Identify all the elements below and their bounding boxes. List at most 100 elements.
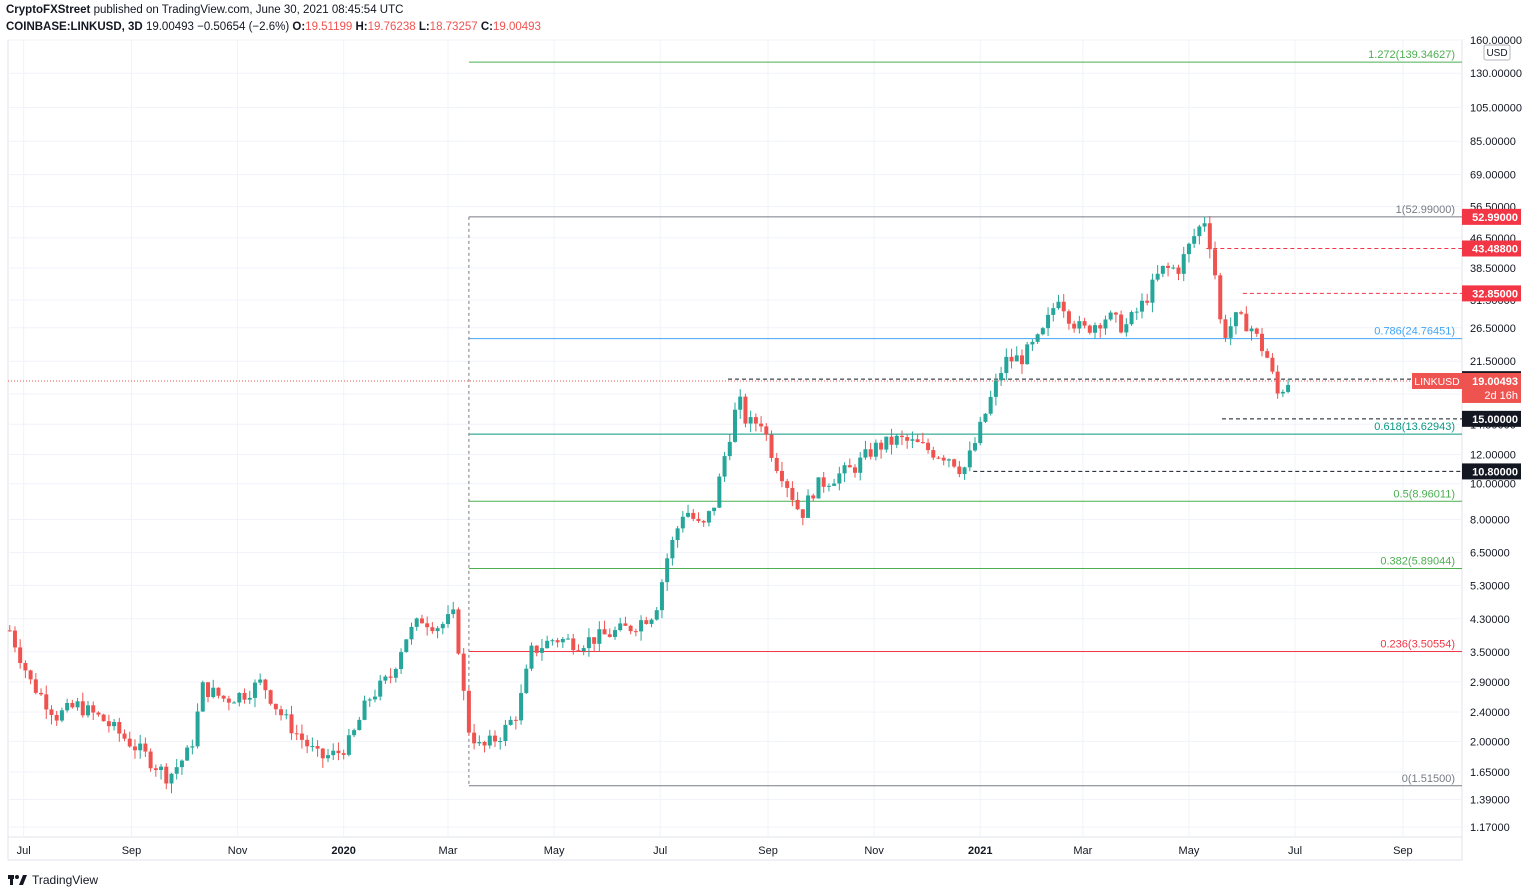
candle-down[interactable] [1087,325,1092,333]
candle-down[interactable] [1275,371,1280,394]
candle-up[interactable] [717,476,722,508]
candle-up[interactable] [65,702,70,711]
candle-down[interactable] [305,739,310,747]
candle-up[interactable] [498,740,503,742]
candle-down[interactable] [492,735,497,742]
candle-up[interactable] [247,697,252,700]
candle-down[interactable] [868,449,873,457]
candle-up[interactable] [446,614,451,625]
candle-down[interactable] [96,712,101,715]
candle-down[interactable] [132,746,137,751]
candle-up[interactable] [581,648,586,652]
candle-down[interactable] [226,698,231,703]
candle-down[interactable] [821,477,826,487]
candle-up[interactable] [1077,321,1082,329]
candle-up[interactable] [75,701,80,708]
candle-up[interactable] [806,495,811,518]
candle-down[interactable] [853,467,858,473]
candle-down[interactable] [122,733,127,739]
candle-up[interactable] [1108,312,1113,320]
candle-down[interactable] [315,746,320,749]
candle-up[interactable] [873,442,878,457]
candle-down[interactable] [571,638,576,651]
candle-up[interactable] [372,696,377,700]
candle-down[interactable] [555,640,560,643]
candle-up[interactable] [539,648,544,653]
candle-down[interactable] [1265,351,1270,358]
candle-up[interactable] [639,620,644,632]
candle-up[interactable] [409,626,414,640]
candle-down[interactable] [294,733,299,735]
candle-down[interactable] [54,714,59,721]
candle-down[interactable] [148,751,153,769]
candle-up[interactable] [1051,308,1056,315]
candle-down[interactable] [1223,319,1228,338]
candle-down[interactable] [263,679,268,691]
candle-down[interactable] [1072,323,1077,329]
candle-up[interactable] [1030,341,1035,345]
candle-up[interactable] [1286,384,1291,392]
candle-down[interactable] [696,518,701,521]
candle-up[interactable] [894,435,899,445]
candle-down[interactable] [920,442,925,444]
candle-down[interactable] [576,650,581,652]
candle-down[interactable] [216,687,221,696]
candle-up[interactable] [832,483,837,486]
candle-up[interactable] [858,457,863,473]
candle-down[interactable] [889,436,894,445]
candle-up[interactable] [586,637,591,649]
candle-up[interactable] [195,711,200,747]
candle-down[interactable] [1213,249,1218,276]
candle-up[interactable] [503,724,508,741]
candle-up[interactable] [993,380,998,397]
candle-down[interactable] [289,714,294,734]
candle-up[interactable] [519,693,524,721]
candle-up[interactable] [399,652,404,670]
candle-up[interactable] [826,485,831,487]
candle-up[interactable] [383,676,388,681]
candle-down[interactable] [1176,267,1181,274]
candle-up[interactable] [331,750,336,756]
candle-up[interactable] [1056,301,1061,309]
candle-up[interactable] [722,456,727,477]
candle-up[interactable] [185,747,190,761]
candle-up[interactable] [59,710,64,721]
candle-up[interactable] [477,742,482,744]
candle-up[interactable] [967,450,972,468]
candle-up[interactable] [1103,319,1108,329]
candle-down[interactable] [117,722,122,734]
candle-up[interactable] [618,623,623,631]
candle-up[interactable] [560,639,565,643]
candle-up[interactable] [414,618,419,627]
candle-down[interactable] [12,630,17,648]
candle-up[interactable] [404,639,409,653]
candle-up[interactable] [440,624,445,629]
candle-down[interactable] [1009,356,1014,362]
candle-up[interactable] [706,511,711,523]
candle-down[interactable] [905,437,910,441]
candle-up[interactable] [159,766,164,771]
candle-down[interactable] [7,630,12,632]
candle-up[interactable] [983,413,988,422]
candle-down[interactable] [1254,328,1259,334]
candle-down[interactable] [1098,325,1103,329]
candle-down[interactable] [268,690,273,704]
candle-down[interactable] [879,442,884,450]
candle-up[interactable] [1004,356,1009,374]
candle-up[interactable] [1160,265,1165,274]
candle-down[interactable] [49,709,54,715]
candle-up[interactable] [1197,226,1202,237]
candle-up[interactable] [86,705,91,716]
candle-down[interactable] [273,703,278,710]
candle-up[interactable] [654,610,659,620]
candle-up[interactable] [680,516,685,529]
candle-down[interactable] [691,512,696,519]
candle-down[interactable] [759,423,764,427]
candle-up[interactable] [612,630,617,637]
candle-down[interactable] [341,753,346,755]
candle-up[interactable] [1124,324,1129,333]
candle-down[interactable] [336,750,341,754]
candle-down[interactable] [18,647,23,664]
candle-up[interactable] [284,714,289,716]
candle-up[interactable] [675,528,680,541]
